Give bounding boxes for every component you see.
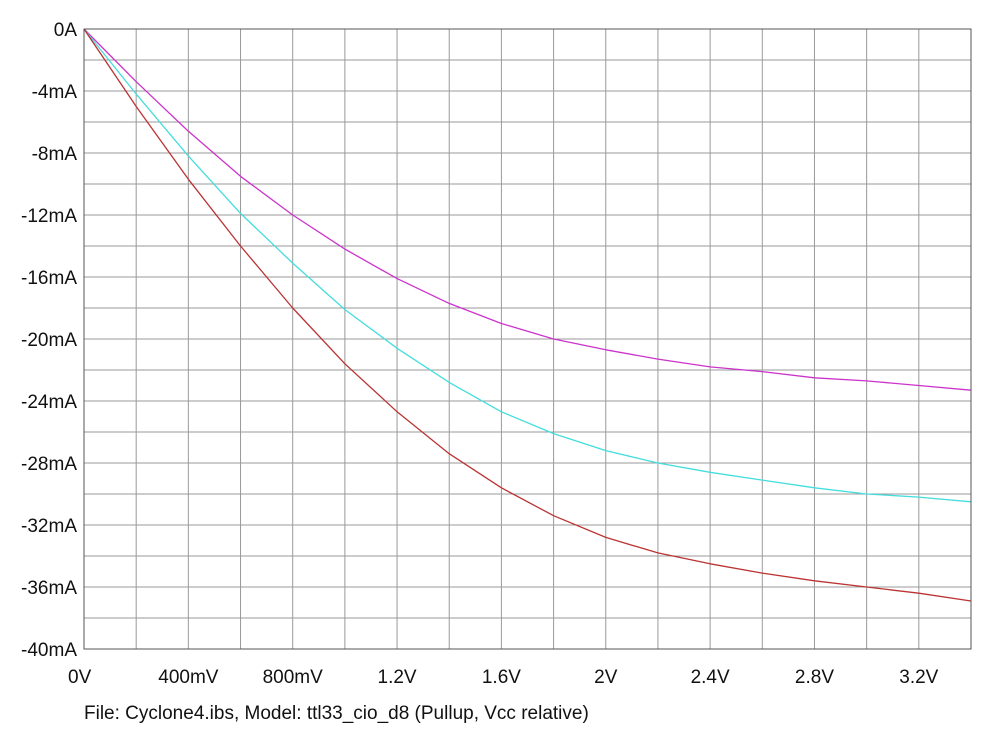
y-tick-label: -36mA [21,578,77,599]
x-tick-label: 2.4V [691,667,730,688]
y-tick-label: -20mA [21,330,77,351]
x-tick-label: 3.2V [899,667,938,688]
series-line-1 [83,28,972,391]
plot-frame [83,28,972,650]
chart-series-group [83,28,972,602]
x-tick-label: 1.6V [482,667,521,688]
y-tick-label: -28mA [21,454,77,475]
y-tick-label: -12mA [21,206,77,227]
y-tick-label: -40mA [21,640,77,661]
y-tick-label: -16mA [21,268,77,289]
x-tick-label: 800mV [263,667,324,688]
y-tick-label: -4mA [32,82,78,103]
series-line-2 [83,28,972,503]
chart-grid [84,29,971,649]
x-tick-label: 0V [68,667,92,688]
y-tick-label: -8mA [32,144,78,165]
y-tick-label: -24mA [21,392,77,413]
x-tick-label: 1.2V [378,667,417,688]
x-tick-label: 400mV [158,667,219,688]
y-axis-tick-labels: 0A -4mA -8mA -12mA -16mA -20mA -24mA -28mA -32mA… [21,20,77,661]
x-tick-label: 2V [594,667,618,688]
x-axis-tick-labels: 0V 400mV 800mV 1.2V 1.6V 2V 2.4V 2.8V 3.2V [68,667,939,688]
x-tick-label: 2.8V [795,667,834,688]
file-model-caption: File: Cyclone4.ibs, Model: ttl33_cio_d8 … [84,703,589,724]
y-tick-label: 0A [54,20,78,41]
series-line-3 [83,28,972,602]
y-tick-label: -32mA [21,516,77,537]
